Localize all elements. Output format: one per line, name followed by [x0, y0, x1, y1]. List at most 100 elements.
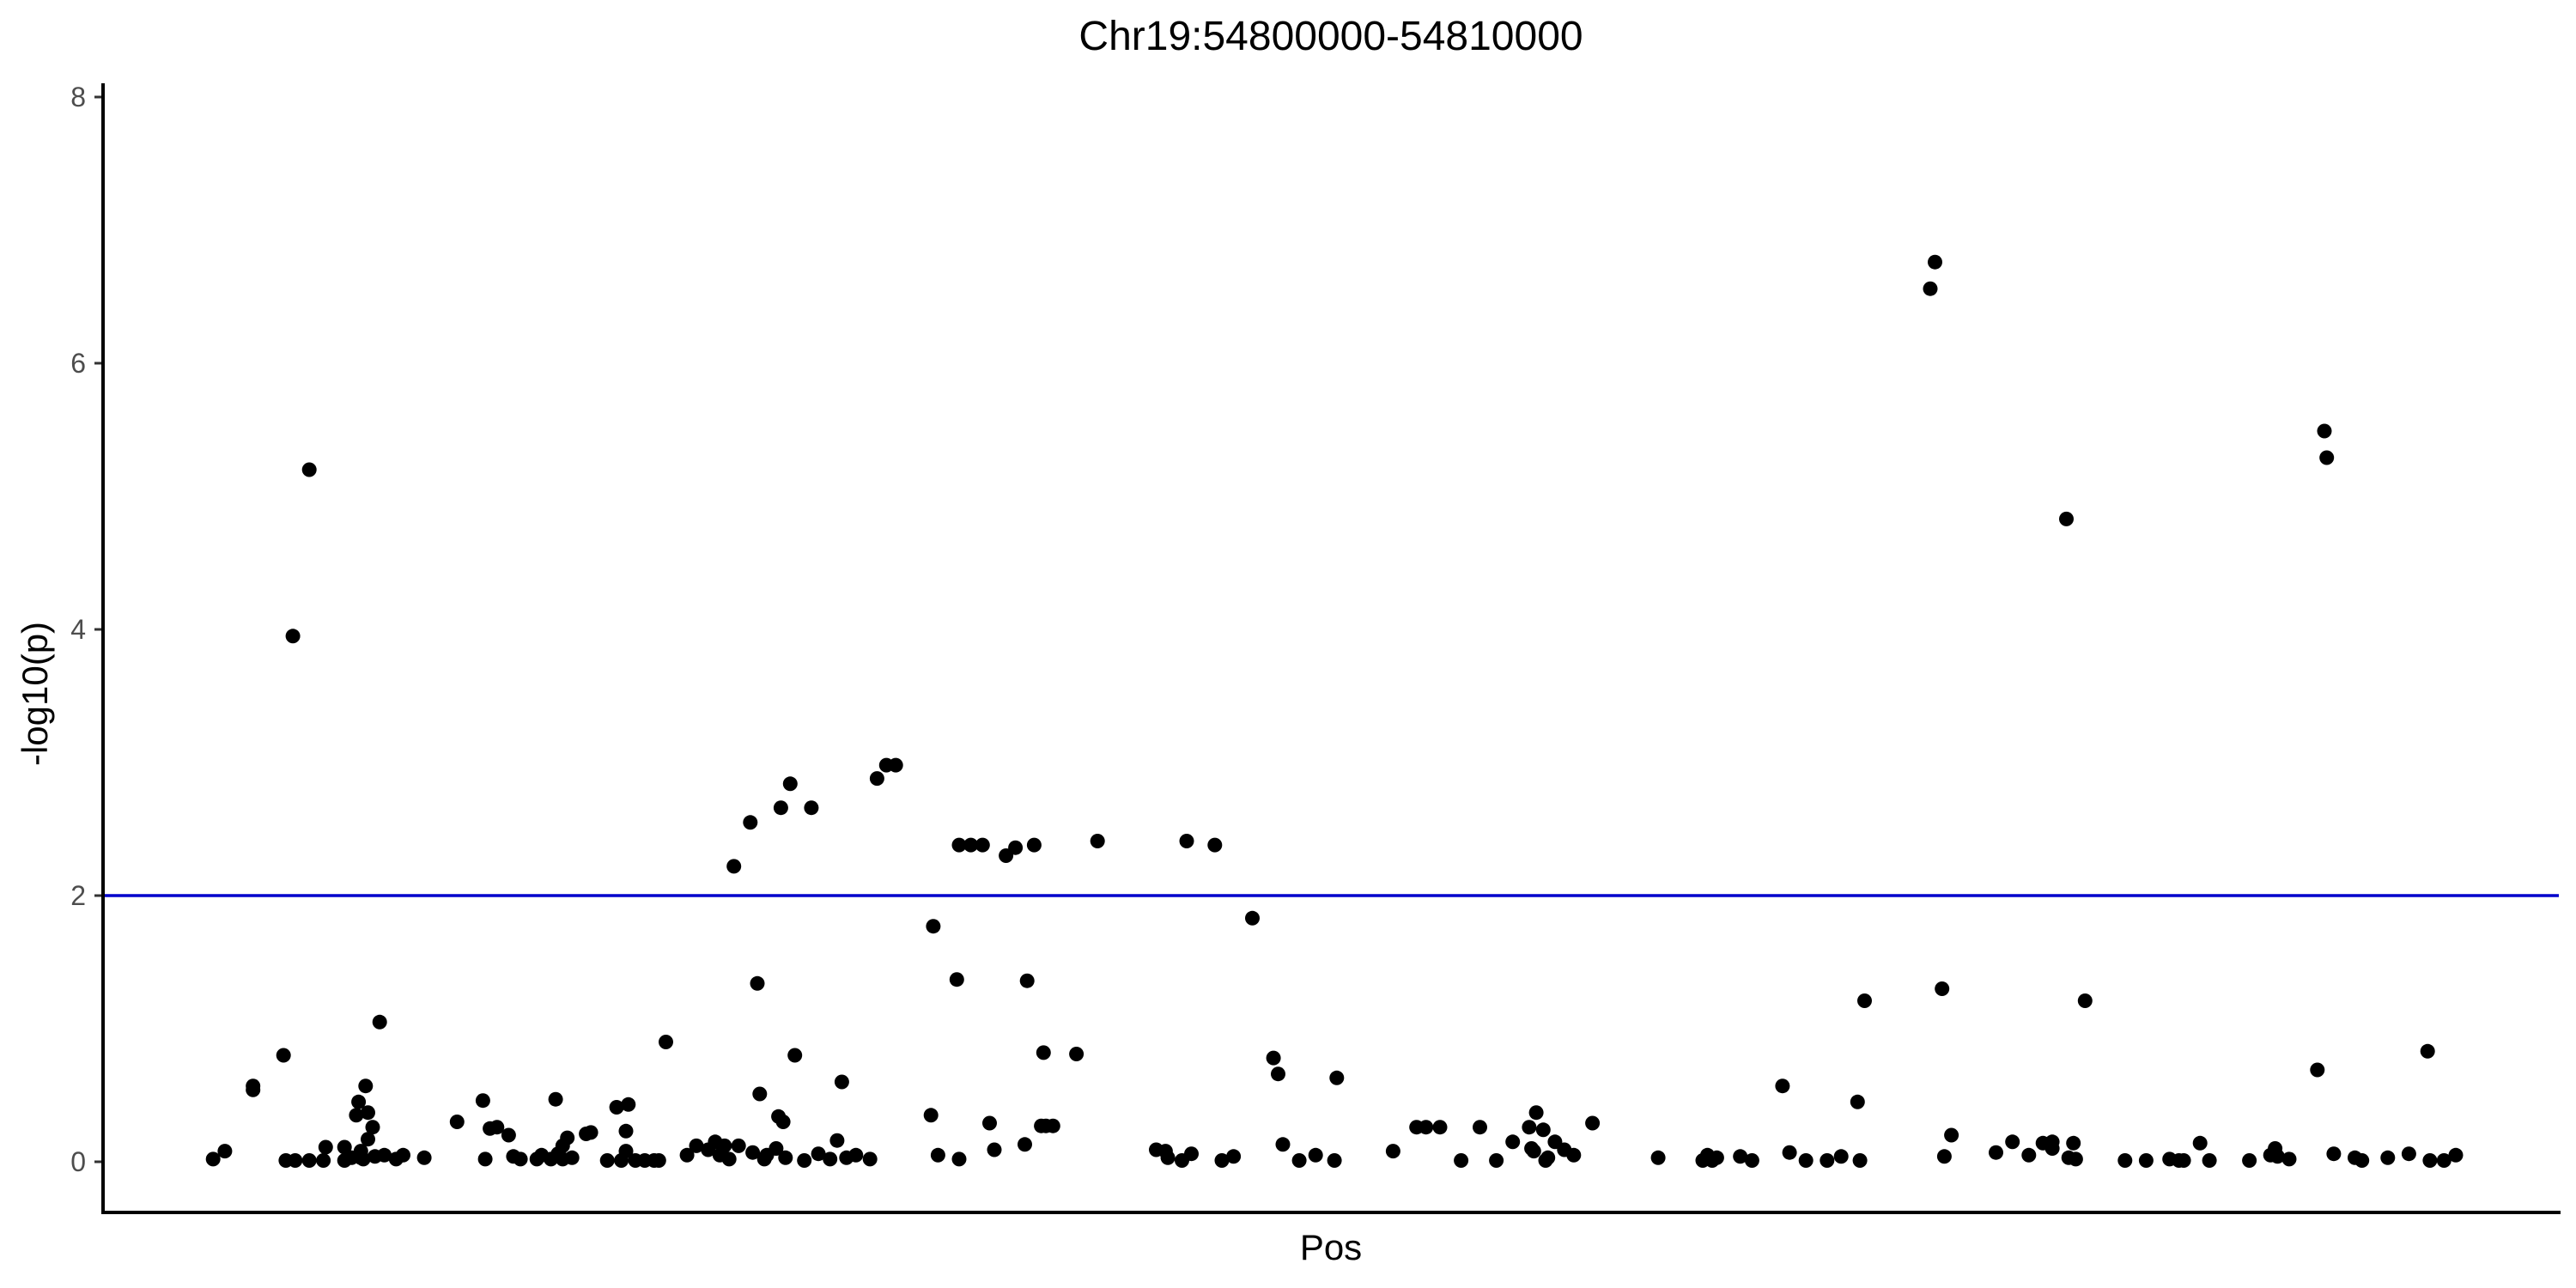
data-point	[2202, 1153, 2217, 1168]
data-point	[548, 1091, 563, 1107]
data-point	[316, 1153, 331, 1168]
y-axis-label: -log10(p)	[15, 622, 55, 766]
data-point	[1419, 1120, 1434, 1135]
data-point	[689, 1138, 704, 1153]
data-point	[2269, 1149, 2285, 1164]
data-point	[775, 1115, 791, 1129]
data-point	[349, 1108, 364, 1123]
data-point	[1308, 1147, 1323, 1163]
data-point	[372, 1014, 387, 1030]
data-point	[1327, 1153, 1342, 1168]
data-point	[1385, 1144, 1400, 1159]
data-point	[982, 1115, 997, 1131]
data-point	[1266, 1050, 1281, 1066]
data-point	[787, 1048, 803, 1063]
data-point	[1585, 1115, 1601, 1131]
data-point	[926, 919, 941, 934]
data-point	[769, 1141, 784, 1156]
data-point	[2044, 1141, 2060, 1156]
data-point	[583, 1125, 598, 1140]
data-point	[1528, 1105, 1544, 1121]
data-point	[1820, 1153, 1835, 1168]
data-point	[797, 1153, 812, 1168]
data-point	[2077, 993, 2093, 1008]
data-point	[1454, 1153, 1469, 1168]
data-point	[2117, 1153, 2133, 1168]
data-point	[651, 1153, 666, 1168]
data-point	[1505, 1134, 1521, 1150]
data-point	[869, 771, 884, 787]
data-point	[1214, 1153, 1230, 1168]
data-point	[2317, 423, 2332, 439]
data-point	[1045, 1118, 1060, 1133]
data-point	[351, 1094, 367, 1109]
data-point	[930, 1147, 945, 1163]
chart-title: Chr19:54800000-54810000	[1078, 14, 1583, 59]
data-point	[560, 1130, 575, 1145]
data-point	[1935, 981, 1950, 996]
data-point	[609, 1100, 624, 1115]
data-point	[721, 1151, 737, 1167]
data-point	[1782, 1145, 1797, 1160]
data-point	[2380, 1150, 2396, 1165]
data-point	[1540, 1150, 1556, 1165]
data-point	[1018, 1137, 1032, 1152]
data-point	[963, 837, 979, 853]
data-point	[1036, 1045, 1051, 1060]
data-point	[2401, 1146, 2416, 1162]
data-point	[618, 1144, 634, 1159]
data-point	[1019, 973, 1035, 988]
data-point	[1923, 281, 1938, 296]
data-point	[1329, 1070, 1345, 1085]
data-point	[1473, 1120, 1487, 1135]
data-point	[396, 1147, 410, 1163]
data-point	[1207, 837, 1223, 853]
data-point	[1850, 1094, 1865, 1109]
data-point	[1775, 1078, 1790, 1094]
data-point	[1245, 910, 1260, 926]
data-point	[2422, 1153, 2438, 1168]
data-point	[1275, 1137, 1291, 1152]
y-tick-label: 4	[70, 614, 86, 645]
data-point	[923, 1108, 939, 1123]
data-point	[377, 1147, 392, 1163]
data-point	[361, 1105, 375, 1121]
data-point	[2192, 1135, 2208, 1151]
data-point	[2021, 1147, 2037, 1163]
data-point	[862, 1151, 878, 1167]
data-point	[285, 629, 301, 644]
data-point	[489, 1120, 505, 1135]
data-point	[1535, 1122, 1551, 1138]
data-point	[951, 1151, 967, 1167]
data-point	[416, 1150, 432, 1165]
y-tick-label: 0	[70, 1146, 86, 1177]
data-point	[778, 1150, 793, 1165]
data-point	[975, 837, 990, 853]
data-point	[1522, 1120, 1537, 1135]
data-point	[731, 1138, 746, 1153]
data-point	[449, 1115, 465, 1129]
data-point	[2319, 450, 2335, 465]
data-point	[848, 1147, 864, 1163]
data-point	[618, 1123, 634, 1139]
data-point	[717, 1138, 732, 1153]
data-point	[823, 1151, 838, 1167]
data-point	[1989, 1145, 2003, 1160]
data-point	[1944, 1127, 1959, 1143]
data-point	[1833, 1149, 1849, 1164]
data-point	[318, 1139, 333, 1155]
data-point	[246, 1082, 261, 1097]
y-tick-label: 8	[70, 82, 86, 112]
data-point	[599, 1153, 615, 1168]
data-point	[2310, 1062, 2325, 1078]
data-point	[726, 859, 742, 874]
data-point	[834, 1074, 849, 1090]
data-point	[782, 776, 798, 792]
data-point	[205, 1151, 221, 1167]
data-point	[276, 1048, 291, 1063]
data-point	[2354, 1153, 2370, 1168]
data-point	[1271, 1066, 1285, 1082]
data-point	[2005, 1134, 2020, 1150]
data-point	[1432, 1120, 1448, 1135]
